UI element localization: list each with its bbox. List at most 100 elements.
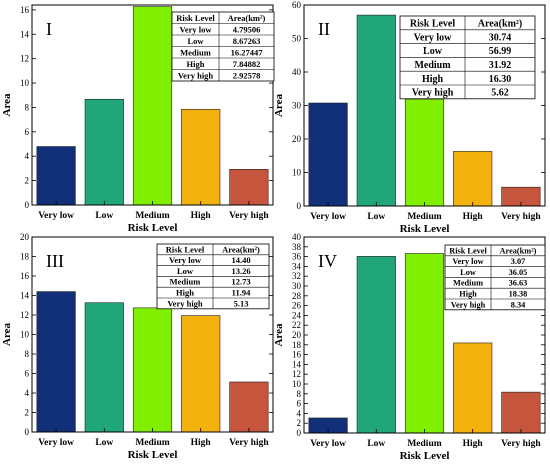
y-tick-label: 50	[292, 34, 302, 44]
y-tick-label: 8	[25, 102, 30, 112]
y-tick-label: 24	[292, 310, 302, 320]
table-header: Area(km²)	[500, 246, 537, 255]
data-table: Risk Level Area(km²) Very low 4.79506 Low 8.6…	[171, 11, 275, 82]
x-tick-label: Very low	[38, 438, 74, 448]
x-axis-title: Risk Level	[128, 222, 178, 234]
x-tick-label: Low	[367, 439, 385, 449]
table-cell: 11.94	[232, 288, 251, 298]
y-tick-label: 6	[25, 369, 30, 379]
y-tick-label: 36	[292, 252, 302, 262]
data-table: Risk Level Area(km²) Very low 3.07 Low 36.05 M…	[444, 244, 546, 311]
y-tick-label: 28	[292, 291, 302, 301]
table-cell: Very low	[452, 257, 483, 266]
table-header: Risk Level	[176, 13, 215, 23]
y-tick-label: 12	[292, 369, 301, 379]
table-cell: 30.74	[489, 32, 512, 43]
table-cell: 7.84882	[233, 59, 261, 69]
bar-medium	[132, 6, 173, 206]
table-cell: Medium	[170, 277, 201, 287]
table-cell: High	[422, 74, 444, 85]
table-cell: 36.05	[509, 268, 528, 277]
bar-high	[181, 108, 221, 206]
table-cell: 5.13	[234, 298, 249, 308]
y-tick-label: 2	[25, 408, 30, 418]
table-cell: 3.07	[511, 257, 526, 266]
bar-very-low	[308, 102, 348, 207]
y-tick-label: 14	[20, 291, 30, 301]
bar-high	[453, 151, 493, 207]
table-cell: High	[459, 290, 477, 299]
table-cell: Medium	[453, 279, 483, 288]
x-tick-label: Very low	[310, 439, 346, 449]
y-tick-label: 4	[25, 151, 30, 161]
y-tick-label: 4	[297, 408, 302, 418]
x-tick-label: Medium	[135, 211, 169, 221]
bar-low	[356, 14, 396, 207]
table-cell: Very low	[414, 32, 452, 43]
table-header: Risk Level	[449, 246, 487, 255]
table-header: Area(km²)	[222, 244, 260, 254]
table-header: Area(km²)	[228, 13, 266, 23]
bar-medium	[132, 307, 173, 433]
y-tick-label: 6	[297, 399, 302, 409]
y-tick-label: 12	[20, 54, 29, 64]
y-tick-label: 8	[25, 349, 30, 359]
table-header: Risk Level	[166, 244, 205, 254]
x-tick-label: Very high	[229, 438, 269, 448]
y-tick-label: 12	[20, 310, 29, 320]
table-cell: High	[176, 288, 194, 298]
y-tick-label: 0	[25, 200, 30, 210]
y-tick-label: 18	[292, 340, 302, 350]
bar-very-high	[229, 169, 269, 206]
table-cell: 16.27447	[231, 47, 264, 57]
y-axis-title: Area	[273, 93, 285, 117]
x-tick-label: High	[463, 212, 484, 222]
table-cell: 8.34	[511, 300, 526, 309]
y-tick-label: 38	[292, 242, 302, 252]
x-tick-label: Medium	[407, 439, 441, 449]
table-cell: High	[187, 59, 205, 69]
x-tick-label: Medium	[407, 212, 441, 222]
table-cell: Very high	[178, 70, 214, 80]
table-cell: 13.26	[231, 266, 250, 276]
panel-label: II	[318, 19, 330, 39]
x-axis-title: Risk Level	[400, 223, 450, 235]
y-tick-label: 20	[292, 330, 302, 340]
table-cell: Medium	[414, 60, 451, 71]
bar-low	[84, 98, 124, 206]
table-cell: 18.38	[509, 290, 528, 299]
y-tick-label: 14	[20, 29, 30, 39]
x-tick-label: Very low	[310, 212, 346, 222]
table-cell: Very high	[451, 300, 486, 309]
y-tick-label: 0	[297, 201, 302, 211]
panel-label: I	[46, 19, 52, 39]
x-tick-label: Medium	[135, 438, 169, 448]
y-tick-label: 6	[25, 127, 30, 137]
table-cell: Low	[460, 268, 476, 277]
table-header: Area(km²)	[478, 19, 522, 30]
table-header: Risk Level	[410, 19, 456, 30]
table-cell: 4.79506	[233, 24, 261, 34]
y-tick-label: 10	[20, 78, 30, 88]
x-tick-label: Very high	[501, 439, 541, 449]
table-cell: 2.92578	[233, 70, 261, 80]
x-tick-label: High	[191, 438, 212, 448]
y-tick-label: 2	[297, 418, 302, 428]
bar-high	[181, 315, 221, 433]
panel-label: IV	[318, 251, 337, 271]
table-cell: Low	[423, 46, 443, 57]
y-tick-label: 8	[297, 389, 302, 399]
table-cell: Low	[187, 36, 204, 46]
table-cell: 36.63	[509, 279, 528, 288]
y-tick-label: 30	[292, 101, 302, 111]
x-tick-label: Low	[95, 438, 113, 448]
table-cell: 5.62	[491, 88, 509, 99]
table-cell: Very high	[412, 88, 454, 99]
y-tick-label: 10	[20, 330, 30, 340]
y-tick-label: 2	[25, 176, 30, 186]
table-cell: Very low	[169, 255, 202, 265]
table-cell: Low	[177, 266, 194, 276]
y-axis-title: Area	[273, 323, 285, 347]
